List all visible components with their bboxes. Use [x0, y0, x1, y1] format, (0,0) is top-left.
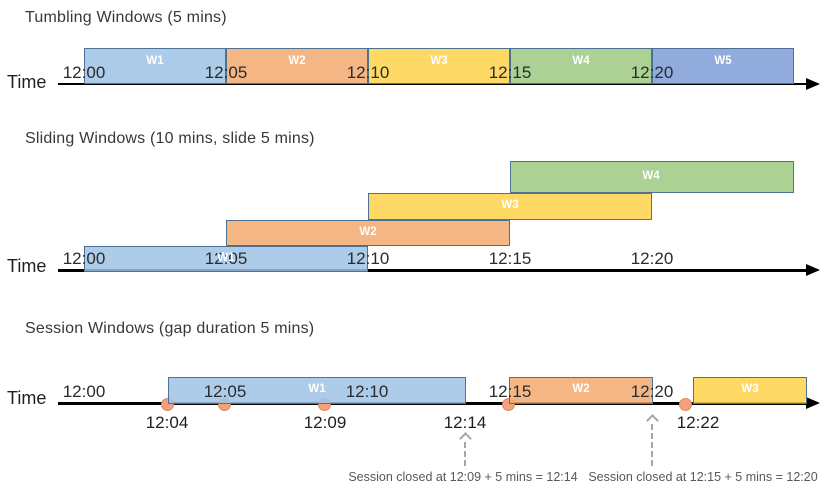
sliding-window-w3-label: W3	[501, 199, 519, 211]
tumbling-tick-1205: 12:05	[204, 63, 248, 82]
tumbling-window-w3-label: W3	[430, 55, 448, 67]
tumbling-tick-1220: 12:20	[630, 63, 674, 82]
tumbling-window-w3	[368, 48, 510, 84]
sliding-tick-1210: 12:10	[346, 249, 390, 268]
sliding-tick-1220: 12:20	[630, 249, 674, 268]
sliding-window-w4	[510, 161, 794, 193]
event-dot-1221	[679, 398, 692, 411]
tumbling-time-axis-label: Time	[7, 72, 47, 92]
dashed-arrow-stem	[651, 424, 653, 466]
event-label-1209: 12:09	[303, 413, 347, 432]
tumbling-axis-arrowhead-icon	[806, 78, 820, 90]
session-close-annotation-1: Session closed at 12:09 + 5 mins = 12:14	[348, 470, 578, 484]
sliding-axis-arrowhead-icon	[806, 264, 820, 276]
tumbling-tick-1215: 12:15	[488, 63, 532, 82]
session-tick-1200: 12:00	[62, 382, 106, 401]
session-axis-arrowhead-icon	[806, 397, 820, 409]
sliding-window-w1-label: W1	[217, 252, 235, 264]
tumbling-window-w1	[84, 48, 226, 84]
session-time-axis-label: Time	[7, 388, 47, 408]
session-tick-1215: 12:15	[488, 382, 532, 401]
session-close-annotation-2: Session closed at 12:15 + 5 mins = 12:20	[588, 470, 818, 484]
tumbling-window-w5	[652, 48, 794, 84]
sliding-tick-1205: 12:05	[204, 249, 248, 268]
session-window-w3-label: W3	[741, 383, 759, 395]
tumbling-window-w2-label: W2	[288, 55, 306, 67]
event-label-1214: 12:14	[443, 413, 487, 432]
tumbling-window-w2	[226, 48, 368, 84]
sliding-window-w3	[368, 193, 652, 220]
sliding-window-w1	[84, 246, 368, 272]
sliding-window-w2-label: W2	[359, 226, 377, 238]
tumbling-time-axis	[58, 83, 808, 85]
session-window-w3	[693, 377, 807, 404]
event-label-1204: 12:04	[145, 413, 189, 432]
sliding-tick-1215: 12:15	[488, 249, 532, 268]
tumbling-window-w4-label: W4	[572, 55, 590, 67]
session-window-w1-label: W1	[308, 383, 326, 395]
session-window-w2-label: W2	[572, 383, 590, 395]
sliding-time-axis	[58, 269, 808, 272]
sliding-window-w2	[226, 220, 510, 246]
tumbling-window-w1-label: W1	[146, 55, 164, 67]
event-label-1222: 12:22	[676, 413, 720, 432]
session-tick-1210: 12:10	[345, 382, 389, 401]
dashed-arrow-stem	[464, 442, 466, 466]
session-section-title: Session Windows (gap duration 5 mins)	[25, 320, 315, 337]
tumbling-tick-1200: 12:00	[62, 63, 106, 82]
session-window-w1	[168, 377, 466, 404]
tumbling-section-title: Tumbling Windows (5 mins)	[25, 9, 227, 26]
tumbling-window-w4	[510, 48, 652, 84]
session-tick-1205: 12:05	[203, 382, 247, 401]
tumbling-window-w5-label: W5	[714, 55, 732, 67]
sliding-window-w4-label: W4	[642, 170, 660, 182]
sliding-tick-1200: 12:00	[62, 249, 106, 268]
session-tick-1220: 12:20	[630, 382, 674, 401]
sliding-section-title: Sliding Windows (10 mins, slide 5 mins)	[25, 130, 315, 147]
session-window-w2	[509, 377, 653, 404]
tumbling-tick-1210: 12:10	[346, 63, 390, 82]
sliding-time-axis-label: Time	[7, 256, 47, 276]
